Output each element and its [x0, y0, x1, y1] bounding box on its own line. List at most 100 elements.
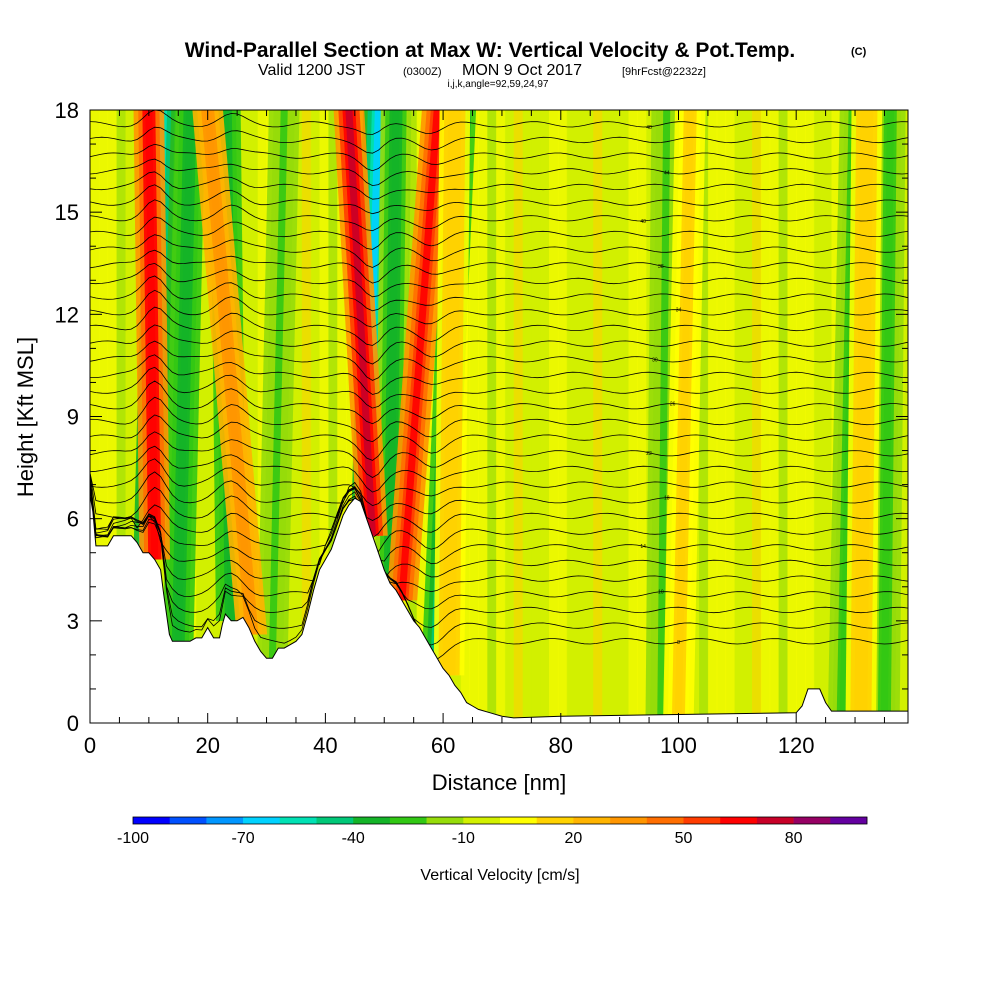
theta-contour-label: 30 [652, 357, 658, 363]
theta-contour-label: 48 [646, 125, 652, 131]
updraft-band [204, 110, 256, 635]
field-stripe [540, 110, 550, 723]
theta-contour-label: 14 [640, 544, 646, 550]
colorbar-segment [353, 817, 391, 824]
colorbar-segment [243, 817, 281, 824]
updraft-band [145, 110, 159, 560]
field-stripe [778, 110, 788, 723]
updraft-band [857, 110, 871, 712]
theta-contour-label: 8 [677, 640, 680, 646]
colorbar-tick-label: -70 [232, 830, 255, 847]
colorbar-segment [169, 817, 207, 824]
field-stripe [796, 110, 806, 723]
field-stripe [822, 110, 832, 723]
theta-contour [90, 354, 908, 395]
y-tick-label: 15 [55, 200, 79, 225]
terrain-mask [90, 494, 908, 723]
theta-contour [90, 324, 908, 365]
title-copyright: (C) [851, 46, 867, 58]
theta-contour [90, 396, 908, 443]
colorbar-tick-labels: -100 -70 -40 -10 20 50 80 [117, 830, 803, 847]
downdraft-band [657, 110, 671, 715]
theta-contour [90, 262, 908, 298]
downdraft-band [268, 110, 288, 659]
theta-contour [90, 431, 908, 478]
colorbar-segment [500, 817, 537, 824]
y-tick-label: 9 [67, 405, 79, 430]
field-stripe [496, 110, 506, 723]
x-tick-label: 120 [778, 733, 815, 758]
colorbar-segment [830, 817, 868, 824]
colorbar-segment [279, 817, 317, 824]
y-tick-label: 6 [67, 507, 79, 532]
field-stripe [531, 110, 541, 723]
x-tick-label: 100 [660, 733, 697, 758]
y-tick-label: 18 [55, 98, 79, 123]
x-tick-label: 60 [431, 733, 455, 758]
colorbar [132, 816, 868, 825]
field-stripe [628, 110, 638, 723]
theta-contour-label: 44 [664, 171, 670, 177]
field-stripe [469, 110, 479, 723]
y-tick-label: 0 [67, 711, 79, 736]
title-valid-prefix: Valid 1200 JST [258, 62, 366, 79]
colorbar-tick-label: -100 [117, 830, 149, 847]
field-stripe [248, 110, 259, 723]
theta-contour [90, 484, 908, 646]
theta-contour [90, 199, 908, 232]
field-stripe [549, 110, 559, 723]
y-axis-title: Height [Kft MSL] [13, 337, 38, 497]
updraft-band [345, 110, 377, 536]
colorbar-segment [389, 817, 427, 824]
colorbar-segment [133, 817, 170, 824]
x-tick-label: 80 [549, 733, 573, 758]
field-stripe [787, 110, 797, 723]
field-stripe [522, 110, 532, 723]
theta-contour [90, 249, 908, 284]
theta-contour [90, 306, 908, 346]
field-stripe [805, 110, 815, 723]
title-valid-utc: (0300Z) [403, 66, 442, 78]
field-stripe [98, 110, 109, 723]
theta-contour [90, 483, 908, 593]
field-stripe [557, 110, 568, 723]
field-stripe [116, 110, 126, 723]
downdraft-band [880, 110, 894, 712]
theta-contour [90, 126, 908, 154]
theta-contour [90, 234, 908, 268]
colorbar-tick-label: 80 [785, 830, 803, 847]
colorbar-segment [610, 817, 648, 824]
field-stripe [319, 110, 329, 723]
colorbar-segment [646, 817, 684, 824]
theta-contour [90, 487, 908, 661]
theta-contour [90, 171, 908, 200]
field-stripe [310, 110, 321, 723]
theta-contour [90, 143, 908, 172]
theta-contour [90, 471, 908, 521]
axis-tick-labels: 0 20 40 60 80 100 120 0 3 6 9 12 15 18 [55, 98, 815, 758]
field-stripe [337, 110, 347, 723]
theta-contours: 8 10 14 18 22 26 30 34 38 40 44 48 [90, 110, 908, 661]
theta-contour [90, 158, 908, 187]
theta-contour [90, 366, 908, 409]
field-stripe [734, 110, 744, 723]
theta-contour-label: 34 [676, 308, 682, 314]
colorbar-tick-label: -10 [452, 830, 475, 847]
field-stripe [610, 110, 621, 723]
field-stripe [293, 110, 303, 723]
field-stripe [107, 110, 117, 723]
colorbar-segment [573, 817, 611, 824]
field-stripe [301, 110, 312, 723]
theta-contour [90, 445, 908, 493]
colorbar-segment [206, 817, 244, 824]
downdraft-band [386, 110, 400, 584]
theta-contour [90, 475, 908, 553]
field-stripe [195, 110, 206, 723]
field-stripe [769, 110, 780, 723]
velocity-bands [133, 110, 906, 715]
theta-contour-label: 40 [640, 219, 646, 225]
y-tick-label: 3 [67, 609, 79, 634]
colorbar-segment [426, 817, 464, 824]
colorbar-segment [683, 817, 721, 824]
